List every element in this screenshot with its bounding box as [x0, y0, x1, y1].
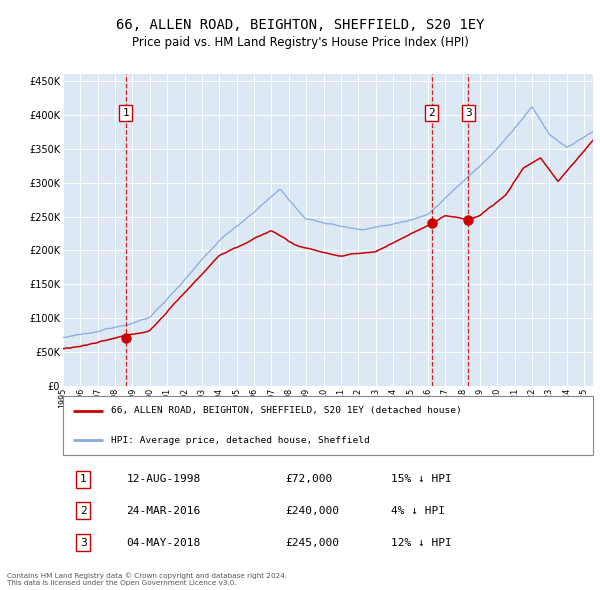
Text: Price paid vs. HM Land Registry's House Price Index (HPI): Price paid vs. HM Land Registry's House …	[131, 36, 469, 49]
Text: 2: 2	[428, 108, 435, 118]
Text: 66, ALLEN ROAD, BEIGHTON, SHEFFIELD, S20 1EY: 66, ALLEN ROAD, BEIGHTON, SHEFFIELD, S20…	[116, 18, 484, 32]
Text: 15% ↓ HPI: 15% ↓ HPI	[391, 474, 452, 484]
Text: 4% ↓ HPI: 4% ↓ HPI	[391, 506, 445, 516]
Text: 1: 1	[80, 474, 86, 484]
Text: Contains HM Land Registry data © Crown copyright and database right 2024.
This d: Contains HM Land Registry data © Crown c…	[7, 572, 287, 586]
Text: HPI: Average price, detached house, Sheffield: HPI: Average price, detached house, Shef…	[110, 435, 370, 445]
Text: 3: 3	[465, 108, 472, 118]
Text: £245,000: £245,000	[286, 537, 340, 548]
Text: 24-MAR-2016: 24-MAR-2016	[127, 506, 201, 516]
Text: £72,000: £72,000	[286, 474, 333, 484]
Text: 3: 3	[80, 537, 86, 548]
Text: 04-MAY-2018: 04-MAY-2018	[127, 537, 201, 548]
Text: 12-AUG-1998: 12-AUG-1998	[127, 474, 201, 484]
Text: 66, ALLEN ROAD, BEIGHTON, SHEFFIELD, S20 1EY (detached house): 66, ALLEN ROAD, BEIGHTON, SHEFFIELD, S20…	[110, 406, 461, 415]
Text: 12% ↓ HPI: 12% ↓ HPI	[391, 537, 452, 548]
FancyBboxPatch shape	[63, 396, 593, 455]
Text: 1: 1	[122, 108, 129, 118]
Text: 2: 2	[80, 506, 86, 516]
Text: £240,000: £240,000	[286, 506, 340, 516]
